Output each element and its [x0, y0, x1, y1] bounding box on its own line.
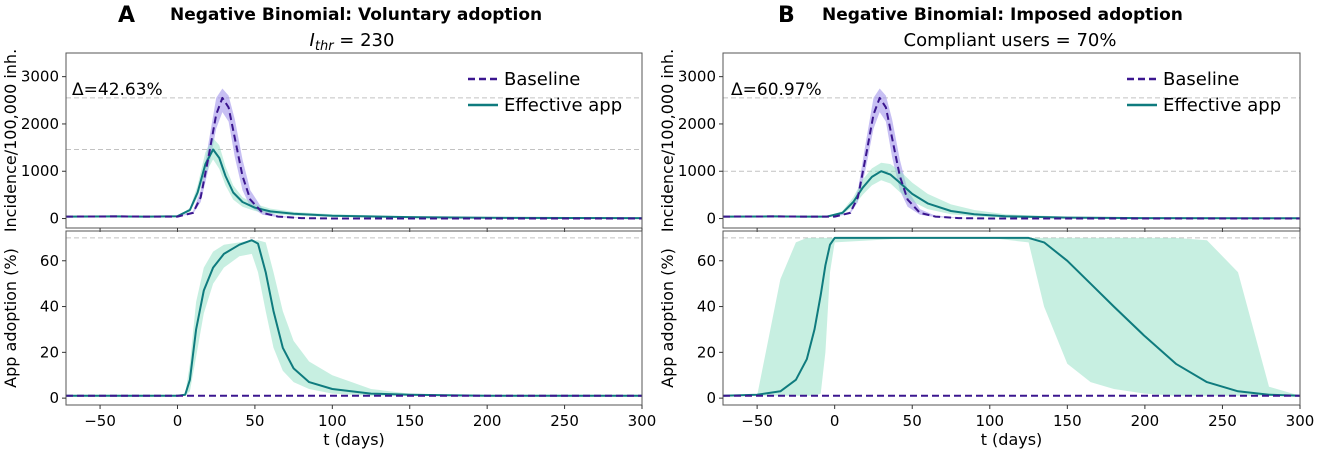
- legend-a-effective-label: Effective app: [504, 95, 622, 116]
- x-tick-label: 150: [395, 412, 424, 430]
- baseline-line: [66, 96, 642, 220]
- y-tick-label: 2000: [678, 115, 716, 133]
- axes-b-adoption: 0 20 40 60 −50 0 50 100 150 200 250 300 App adoption…: [658, 230, 1315, 449]
- panel-a-subtitle-main: I: [310, 30, 315, 51]
- legend-a-baseline-label: Baseline: [504, 69, 580, 90]
- y-tick-label: 0: [49, 389, 59, 407]
- y-tick-label: 3000: [21, 68, 59, 86]
- y-tick-label: 60: [40, 252, 59, 270]
- legend-b: Baseline Effective app: [1127, 69, 1281, 116]
- y-tick-label: 60: [697, 252, 716, 270]
- x-tick-label: 300: [628, 412, 657, 430]
- axes-frame: [65, 230, 643, 406]
- effective-app-line: [66, 239, 642, 397]
- effective-confidence-band: [723, 162, 1300, 219]
- x-tick-label: 150: [1053, 412, 1082, 430]
- x-tick-label: 200: [1131, 412, 1160, 430]
- plot-area: [66, 237, 642, 397]
- effective-confidence-band: [66, 240, 642, 396]
- panel-a-subtitle-rest: = 230: [334, 30, 395, 51]
- x-axis-label: t (days): [323, 430, 385, 449]
- axes-a-adoption: 0 20 40 60 −50 0 50 100 150 200 250 300 App adoption…: [1, 230, 657, 449]
- y-tick-label: 40: [697, 298, 716, 316]
- y-axis-label: Incidence/100,000 inh.: [1, 49, 20, 232]
- baseline-line: [723, 96, 1300, 220]
- effective-app-line: [723, 236, 1300, 397]
- effective-confidence-band: [66, 138, 642, 219]
- x-tick-label: 250: [1208, 412, 1237, 430]
- y-axis-label: App adoption (%): [658, 248, 677, 388]
- y-tick-label: 40: [40, 298, 59, 316]
- axes-frame: [722, 230, 1301, 406]
- panel-b-subtitle: Compliant users = 70%: [904, 30, 1117, 51]
- plot-area: [723, 236, 1300, 397]
- plot-area: [66, 88, 642, 220]
- panel-a-delta-label: Δ=42.63%: [72, 80, 163, 100]
- effective-app-line: [723, 170, 1300, 220]
- x-tick-label: 0: [830, 412, 840, 430]
- y-tick-label: 2000: [21, 115, 59, 133]
- y-tick-label: 20: [697, 343, 716, 361]
- x-tick-label: 0: [173, 412, 183, 430]
- y-axis-label: App adoption (%): [1, 248, 20, 388]
- y-tick-label: 0: [706, 210, 716, 228]
- panel-a-subtitle: Ithr = 230: [310, 30, 395, 54]
- axes-frame: [722, 52, 1301, 229]
- y-tick-label: 0: [706, 389, 716, 407]
- x-tick-label: −50: [741, 412, 773, 430]
- x-tick-label: −50: [84, 412, 116, 430]
- panel-a-subtitle-sub: thr: [315, 39, 335, 54]
- y-axis-label: Incidence/100,000 inh.: [658, 49, 677, 232]
- y-tick-label: 3000: [678, 68, 716, 86]
- legend-b-effective-label: Effective app: [1163, 95, 1281, 116]
- y-tick-label: 1000: [21, 162, 59, 180]
- panel-a-letter: A: [118, 3, 135, 28]
- x-tick-label: 100: [975, 412, 1004, 430]
- y-tick-label: 1000: [678, 162, 716, 180]
- legend-a: Baseline Effective app: [468, 69, 622, 116]
- x-tick-label: 50: [903, 412, 922, 430]
- x-tick-label: 50: [245, 412, 264, 430]
- x-tick-label: 200: [473, 412, 502, 430]
- axes-frame: [65, 52, 643, 229]
- x-axis-label: t (days): [981, 430, 1043, 449]
- panel-b-delta-label: Δ=60.97%: [731, 80, 822, 100]
- x-tick-label: 250: [550, 412, 579, 430]
- panel-b-letter: B: [778, 3, 795, 28]
- panel-b-title: Negative Binomial: Imposed adoption: [822, 5, 1183, 25]
- x-tick-label: 100: [318, 412, 347, 430]
- effective-app-line: [66, 148, 642, 220]
- y-tick-label: 20: [40, 343, 59, 361]
- y-tick-label: 0: [49, 210, 59, 228]
- plot-area: [723, 88, 1300, 220]
- effective-confidence-band: [723, 237, 1300, 396]
- panel-a-title: Negative Binomial: Voluntary adoption: [170, 5, 542, 25]
- legend-b-baseline-label: Baseline: [1163, 69, 1239, 90]
- x-tick-label: 300: [1286, 412, 1315, 430]
